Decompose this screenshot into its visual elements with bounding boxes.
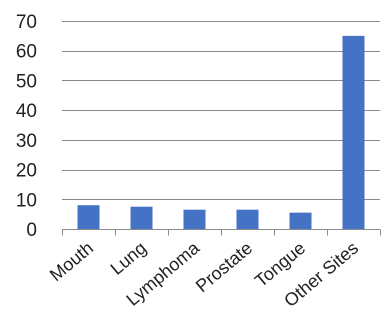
bars: [77, 35, 365, 229]
bar: [289, 212, 312, 229]
x-tick-label: Mouth: [46, 238, 97, 285]
y-tick-label: 50: [16, 71, 37, 92]
x-tick-label: Lung: [107, 238, 151, 279]
bar: [236, 209, 259, 229]
gridlines: [62, 21, 380, 200]
y-tick-label: 0: [26, 220, 37, 241]
bar: [342, 35, 365, 229]
y-tick-label: 30: [16, 131, 37, 152]
x-tick-label: Prostate: [192, 238, 256, 296]
y-tick-label: 20: [16, 161, 37, 182]
y-axis-ticks: 0 10 20 30 40 50 60 70: [16, 12, 37, 241]
y-tick-label: 40: [16, 101, 37, 122]
y-tick-label: 10: [16, 190, 37, 211]
y-tick-label: 70: [16, 12, 37, 33]
y-tick-label: 60: [16, 42, 37, 63]
bar: [130, 206, 153, 229]
x-axis: [62, 229, 381, 236]
bar: [183, 209, 206, 229]
bar: [77, 205, 100, 229]
